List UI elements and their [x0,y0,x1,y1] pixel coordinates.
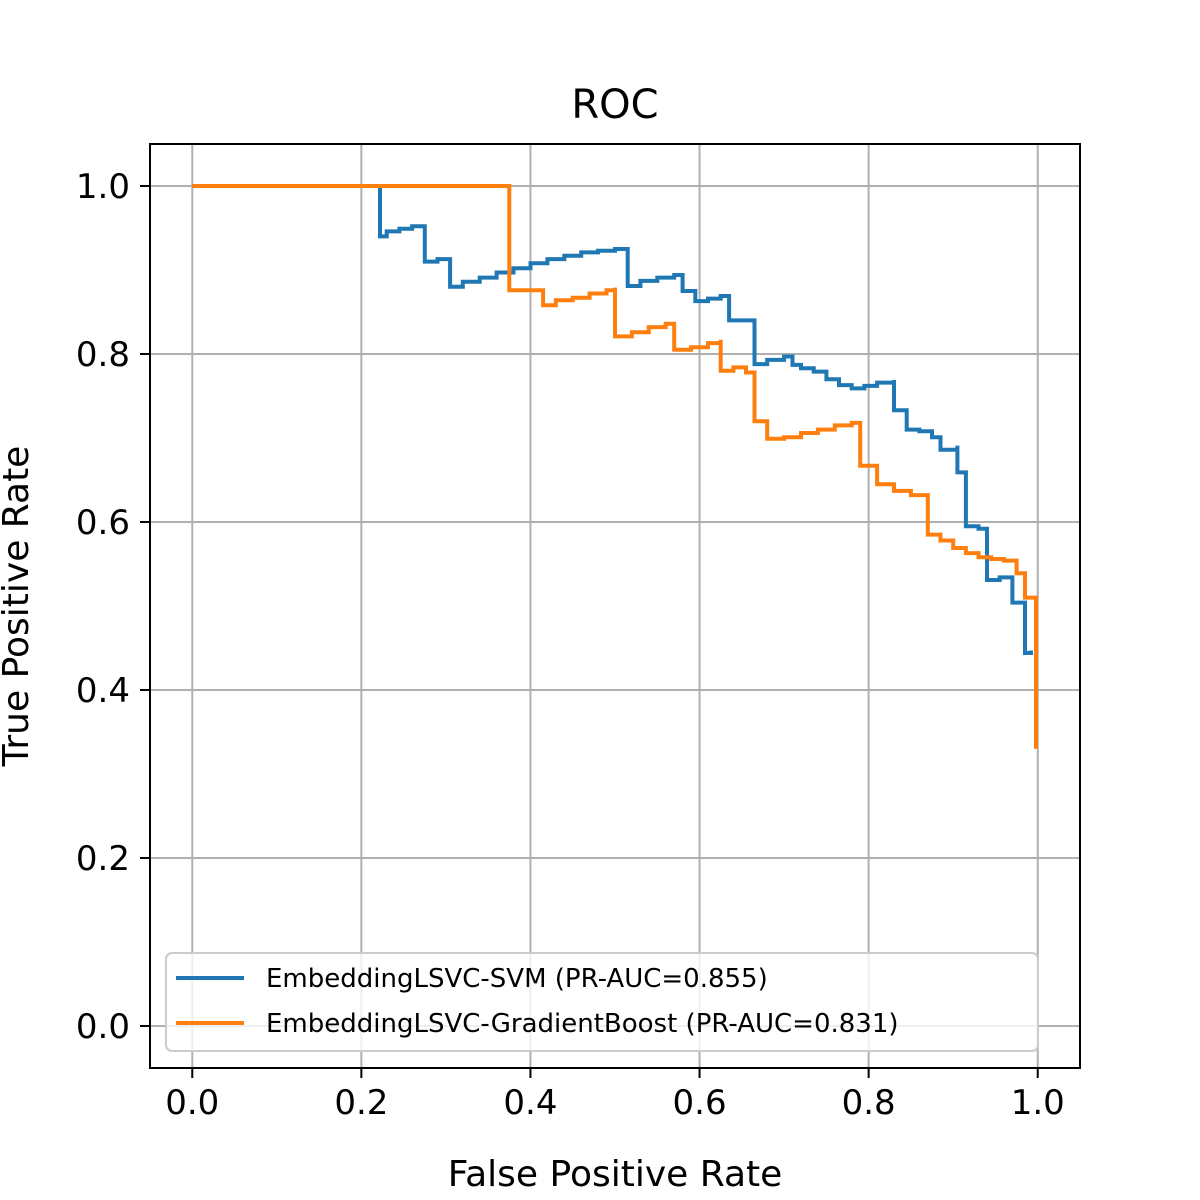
x-tick-label: 0.6 [673,1083,727,1123]
y-tick-label: 0.4 [76,671,130,711]
legend-box [165,952,1039,1052]
y-tick-label: 1.0 [76,167,130,207]
legend-label: EmbeddingLSVC-GradientBoost (PR-AUC=0.83… [266,1009,899,1039]
plot-area [150,144,1080,1068]
y-tick-label: 0.0 [76,1007,130,1047]
series-line-0 [192,184,1033,655]
y-tick-label: 0.2 [76,839,130,879]
chart-title: ROC [571,82,658,128]
y-axis-label: True Positive Rate [0,446,37,768]
x-axis-label: False Positive Rate [448,1154,783,1195]
x-tick-label: 0.2 [334,1083,388,1123]
legend: EmbeddingLSVC-SVM (PR-AUC=0.855) Embeddin… [165,952,1039,1052]
y-tick-label: 0.6 [76,503,130,543]
y-tick-label: 0.8 [76,335,130,375]
plot-frame [149,143,1081,1069]
legend-label: EmbeddingLSVC-SVM (PR-AUC=0.855) [266,964,768,994]
x-tick-label: 0.0 [165,1083,219,1123]
grid [150,144,1080,1068]
x-tick-label: 0.4 [503,1083,557,1123]
x-tick-label: 1.0 [1011,1083,1065,1123]
series-layer [192,184,1038,749]
ticks: 0.0 0.2 0.4 0.6 0.8 1.0 0.0 0.2 0.4 0.6 0.8 1.0 [76,167,1065,1123]
x-tick-label: 0.8 [842,1083,896,1123]
series-line-1 [192,184,1038,749]
